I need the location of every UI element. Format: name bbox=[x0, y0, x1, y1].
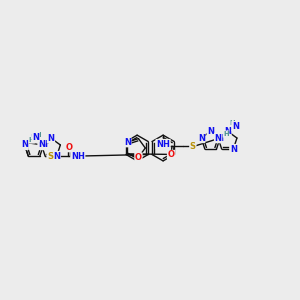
Text: N: N bbox=[47, 134, 54, 142]
Text: N: N bbox=[214, 134, 222, 142]
Text: N: N bbox=[21, 140, 28, 149]
Text: N: N bbox=[217, 134, 224, 142]
Text: N: N bbox=[38, 140, 45, 149]
Text: H: H bbox=[223, 131, 229, 137]
Text: N: N bbox=[53, 152, 60, 160]
Text: N: N bbox=[31, 134, 38, 142]
Text: H: H bbox=[29, 137, 34, 143]
Text: O: O bbox=[65, 142, 72, 152]
Text: S: S bbox=[47, 152, 53, 160]
Text: N: N bbox=[32, 133, 39, 142]
Text: O: O bbox=[135, 153, 142, 162]
Text: H: H bbox=[36, 132, 41, 138]
Text: N: N bbox=[198, 134, 205, 142]
Text: N: N bbox=[40, 140, 47, 149]
Text: NH: NH bbox=[156, 140, 170, 148]
Text: N: N bbox=[207, 127, 214, 136]
Text: NH: NH bbox=[71, 152, 85, 160]
Text: N: N bbox=[232, 122, 239, 131]
Text: N: N bbox=[224, 127, 231, 136]
Text: O: O bbox=[167, 151, 175, 160]
Text: N: N bbox=[124, 138, 131, 147]
Text: H: H bbox=[230, 120, 235, 126]
Text: S: S bbox=[190, 142, 196, 151]
Text: N: N bbox=[230, 145, 237, 154]
